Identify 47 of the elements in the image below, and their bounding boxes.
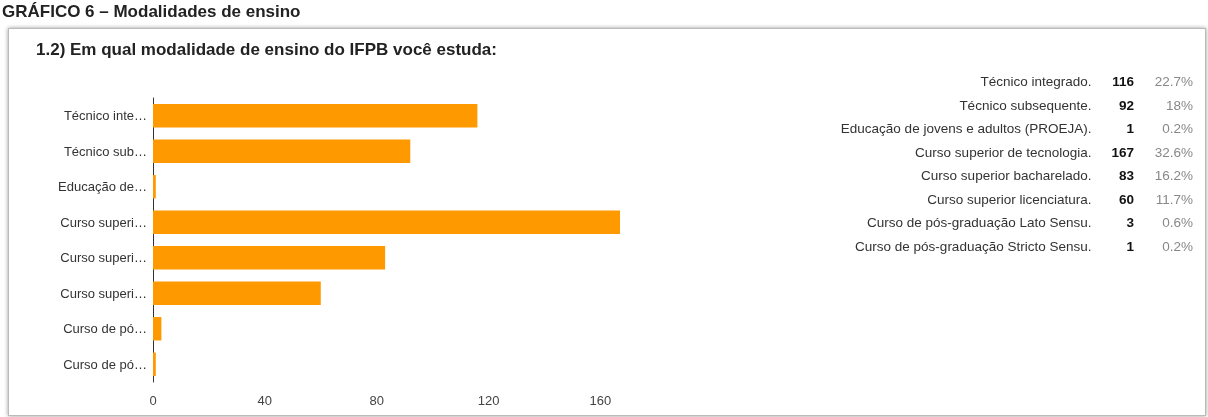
data-label: 167: [1111, 143, 1135, 162]
data-label: 83: [1117, 167, 1135, 186]
y-tick-label: Técnico sub…: [63, 143, 147, 159]
x-tick-label: 40: [257, 393, 273, 408]
category-label: Curso de pós-graduação Lato Sensu.: [866, 214, 1093, 233]
bar: [153, 246, 386, 270]
x-tick-label: 0: [149, 393, 157, 408]
y-tick-label: Curso de pó…: [63, 321, 147, 337]
text: 22.7%: [1153, 73, 1194, 92]
bar: [153, 352, 156, 376]
category-label: Curso de pós-graduação Stricto Sensu.: [854, 237, 1093, 256]
bar: [153, 139, 411, 163]
bar: [153, 175, 156, 199]
text: 32.6%: [1153, 143, 1194, 162]
category-label: Curso superior bacharelado.: [920, 167, 1093, 186]
data-label: 60: [1117, 190, 1135, 209]
x-tick-label: 80: [369, 393, 384, 408]
text: GRÁFICO 6 – Modalidades de ensino: [2, 2, 301, 22]
text: 16.2%: [1153, 167, 1194, 186]
y-tick-label: Curso superi…: [60, 285, 147, 301]
text: 0.2%: [1161, 120, 1194, 139]
category-label: Curso superior de tecnologia.: [914, 143, 1093, 162]
data-label: 1: [1125, 237, 1135, 256]
category-label: Curso superior licenciatura.: [926, 190, 1093, 209]
category-label: Educação de jovens e adultos (PROEJA).: [840, 120, 1093, 139]
y-tick-label: Curso superi…: [60, 250, 147, 266]
bar: [153, 104, 478, 128]
data-label: 92: [1117, 96, 1135, 115]
x-tick-label: 120: [477, 393, 500, 408]
y-tick-label: Educação de…: [58, 179, 147, 195]
bar: [153, 210, 620, 234]
y-tick-label: Técnico inte…: [63, 108, 147, 124]
category-label: Técnico integrado.: [979, 73, 1093, 92]
bar: [153, 317, 162, 341]
text: 0.6%: [1161, 214, 1194, 233]
text: 11.7%: [1154, 190, 1194, 209]
data-label: 1: [1125, 120, 1135, 139]
text: 0.2%: [1161, 237, 1194, 256]
chart-title: 1.2) Em qual modalidade de ensino do IFPB você estuda:: [36, 40, 497, 60]
bar: [153, 281, 321, 305]
data-label: 3: [1125, 214, 1135, 233]
data-label: 116: [1111, 73, 1135, 92]
x-tick-label: 160: [589, 393, 612, 408]
text: 18%: [1164, 96, 1194, 115]
y-tick-label: Curso superi…: [60, 214, 147, 230]
y-tick-label: Curso de pó…: [63, 356, 147, 372]
category-label: Técnico subsequente.: [958, 96, 1093, 115]
